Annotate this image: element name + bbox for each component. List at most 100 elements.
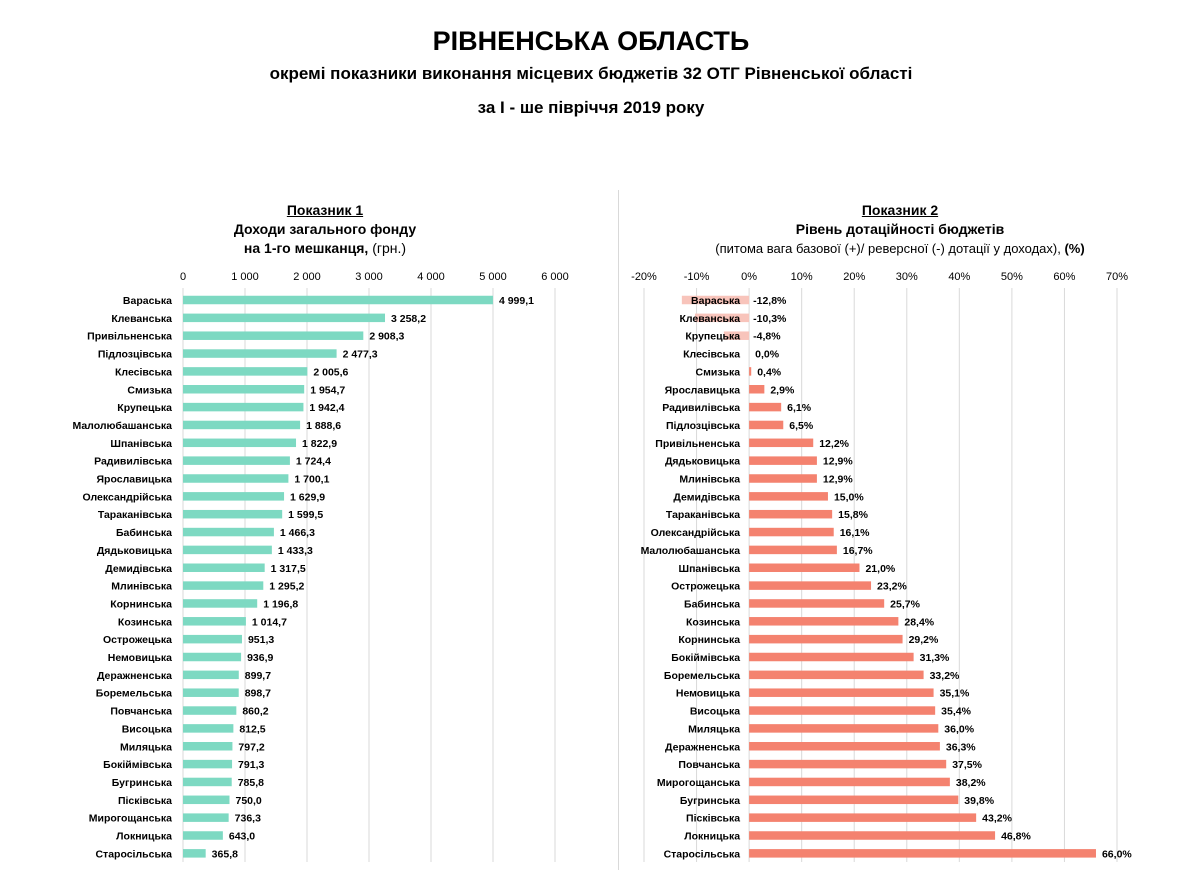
chart2-bar: [749, 474, 817, 483]
chart1-category-label: Миляцька: [120, 741, 172, 753]
chart1-value-label: 750,0: [236, 795, 262, 807]
chart2-value-label: 12,9%: [823, 474, 853, 486]
chart1-value-label: 1 433,3: [278, 545, 313, 557]
chart1-tick-label: 5 000: [479, 271, 507, 283]
chart1-category-label: Мирогощанська: [89, 813, 172, 825]
chart2-label: Показник 2: [861, 202, 939, 218]
chart2-header: Показник 2 Рівень дотаційності бюджетів …: [620, 201, 1180, 258]
chart1-value-label: 1 599,5: [288, 509, 323, 521]
chart1-bar: [183, 385, 305, 394]
chart1-label: Показник 1: [286, 202, 364, 218]
chart2-bar: [749, 563, 860, 572]
chart2-bar: [749, 456, 817, 465]
chart2-category-label: Олександрійська: [651, 527, 741, 539]
chart2-category-label: Деражненська: [665, 741, 740, 753]
chart1-unit: (грн.): [368, 240, 407, 256]
chart1-tick-label: 3 000: [355, 271, 383, 283]
chart1-bar: [183, 331, 364, 340]
chart1-category-label: Висоцька: [122, 723, 172, 735]
chart2-title: Рівень дотаційності бюджетів: [795, 221, 1005, 237]
chart1-value-label: 1 822,9: [302, 438, 337, 450]
chart2-bar: [749, 795, 959, 805]
chart1-category-label: Дядьковицька: [97, 545, 172, 557]
chart2-bar: [749, 849, 1096, 858]
chart2-value-label: 29,2%: [909, 634, 939, 646]
chart2-bar: [749, 367, 752, 376]
chart1-category-label: Крупецька: [117, 402, 172, 414]
chart1-header: Показник 1 Доходи загального фонду на 1-…: [140, 201, 510, 258]
chart2-tick-label: 10%: [791, 271, 813, 283]
chart1-category-label: Ярославицька: [97, 474, 173, 486]
chart2-bar: [749, 420, 784, 430]
chart2-bar: [749, 509, 833, 519]
chart2-value-label: 23,2%: [877, 581, 907, 593]
chart1-bar: [183, 349, 337, 358]
chart2-bar: [749, 688, 934, 697]
chart2-bar: [694, 313, 750, 323]
chart2-tick-label: 30%: [896, 271, 918, 283]
chart2-tick-label: 0%: [741, 271, 757, 283]
chart2-category-label: Острожецька: [671, 581, 740, 593]
chart1-bar: [183, 724, 234, 733]
page-title: РІВНЕНСЬКА ОБЛАСТЬ: [432, 26, 750, 56]
chart2-tick-label: 40%: [948, 271, 970, 283]
chart1-category-label: Старосільська: [95, 848, 172, 860]
chart2-category-label: Шпанівська: [679, 563, 741, 575]
chart1-value-label: 1 700,1: [294, 474, 329, 486]
chart2-bar: [749, 634, 903, 644]
chart2-bar: [749, 617, 899, 626]
chart1-value-label: 365,8: [212, 848, 238, 860]
chart2-bar: [749, 438, 814, 448]
chart2-value-label: -4,8%: [753, 331, 781, 343]
chart1-value-label: 785,8: [238, 777, 264, 789]
chart1-category-label: Демидівська: [105, 563, 172, 575]
chart1-tick-label: 6 000: [541, 271, 569, 283]
chart2-category-label: Млинівська: [679, 474, 740, 486]
chart1-value-label: 1 295,2: [269, 581, 304, 593]
chart1-value-label: 1 629,9: [290, 491, 325, 503]
chart1-category-label: Радивилівська: [94, 456, 172, 468]
chart1-category-label: Клесівська: [115, 366, 172, 378]
chart2-value-label: 15,8%: [838, 509, 868, 521]
chart1-bar: [183, 367, 308, 376]
chart1-subtitle-bold: на 1-го мешканця,: [243, 240, 369, 256]
chart2-category-label: Тараканівська: [666, 509, 740, 521]
chart2-tick-label: 60%: [1053, 271, 1075, 283]
chart2-value-label: 35,4%: [941, 706, 971, 718]
chart1-bar: [183, 420, 301, 430]
chart1-category-label: Смизька: [127, 384, 172, 396]
chart2-category-label: Бокіймівська: [671, 652, 740, 664]
chart1-bar: [183, 742, 233, 751]
chart1-bar: [183, 688, 239, 697]
chart1-category-label: Млинівська: [111, 581, 172, 593]
chart1-category-label: Бугринська: [112, 777, 172, 789]
chart1-bar: [183, 795, 230, 805]
chart2-value-label: 21,0%: [865, 563, 895, 575]
chart1-category-label: Пісківська: [118, 795, 172, 807]
chart1-tick-label: 0: [180, 271, 186, 283]
chart1-bar: [183, 670, 239, 680]
chart2-value-label: 12,2%: [819, 438, 849, 450]
chart1-category-label: Деражненська: [97, 670, 172, 682]
chart1-bar: [183, 474, 289, 483]
chart2-bar: [749, 706, 936, 715]
chart2-tick-label: 20%: [843, 271, 865, 283]
chart2-subtitle: (питома вага базової (+)/ реверсної (-) …: [620, 239, 1180, 258]
chart1-bar: [183, 599, 258, 608]
chart2-bar: [749, 777, 950, 787]
chart1-value-label: 1 196,8: [263, 598, 298, 610]
chart2-value-label: 6,1%: [787, 402, 812, 414]
chart2-category-label: Малолюбашанська: [641, 545, 741, 557]
chart2-value-label: 2,9%: [770, 384, 795, 396]
chart1-bar: [183, 438, 297, 448]
chart1-bar: [183, 777, 232, 787]
chart2-tick-label: 70%: [1106, 271, 1128, 283]
chart2-bar: [749, 742, 940, 751]
chart2-category-label: Бугринська: [680, 795, 740, 807]
chart2-category-label: Мирогощанська: [657, 777, 740, 789]
chart2-bar: [681, 295, 750, 305]
chart2-value-label: 66,0%: [1102, 848, 1132, 860]
chart1-bar: [183, 617, 246, 626]
chart1-category-label: Малолюбашанська: [72, 420, 172, 432]
